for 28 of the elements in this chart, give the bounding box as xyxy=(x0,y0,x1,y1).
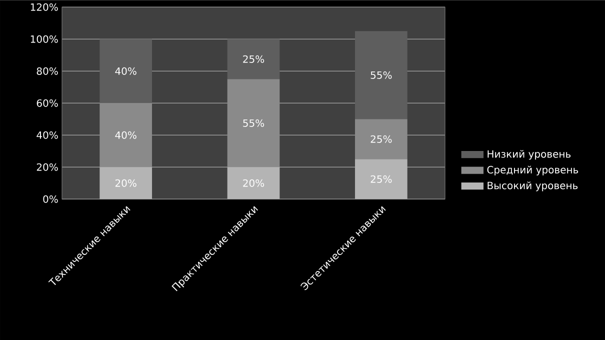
bar xyxy=(227,167,280,200)
bar xyxy=(100,103,152,168)
legend-label: Средний уровень xyxy=(487,166,578,176)
bar xyxy=(355,159,408,200)
data-label: 55% xyxy=(370,71,392,79)
data-label: 25% xyxy=(370,175,392,183)
legend-label: Высокий уровень xyxy=(488,181,578,192)
y-tick-label: 120% xyxy=(30,3,58,11)
data-label: 20% xyxy=(115,179,136,187)
data-label: 25% xyxy=(243,55,264,63)
data-label: 20% xyxy=(243,179,264,187)
bar xyxy=(100,39,152,104)
y-tick-label: 0% xyxy=(43,195,58,203)
bar xyxy=(100,167,152,200)
data-label: 25% xyxy=(370,135,392,143)
y-tick-label: 40% xyxy=(36,131,58,139)
y-tick-label: 80% xyxy=(36,67,58,75)
y-tick-label: 60% xyxy=(36,99,58,107)
bar xyxy=(355,31,408,120)
bar xyxy=(227,79,280,168)
legend-label: Низкий уровень xyxy=(488,150,571,160)
y-tick-label: 20% xyxy=(36,163,58,171)
data-label: 55% xyxy=(243,119,264,127)
bar xyxy=(355,119,408,160)
y-tick-label: 100% xyxy=(30,35,58,43)
data-label: 40% xyxy=(115,131,136,139)
data-label: 40% xyxy=(115,67,136,75)
bar xyxy=(227,39,280,80)
